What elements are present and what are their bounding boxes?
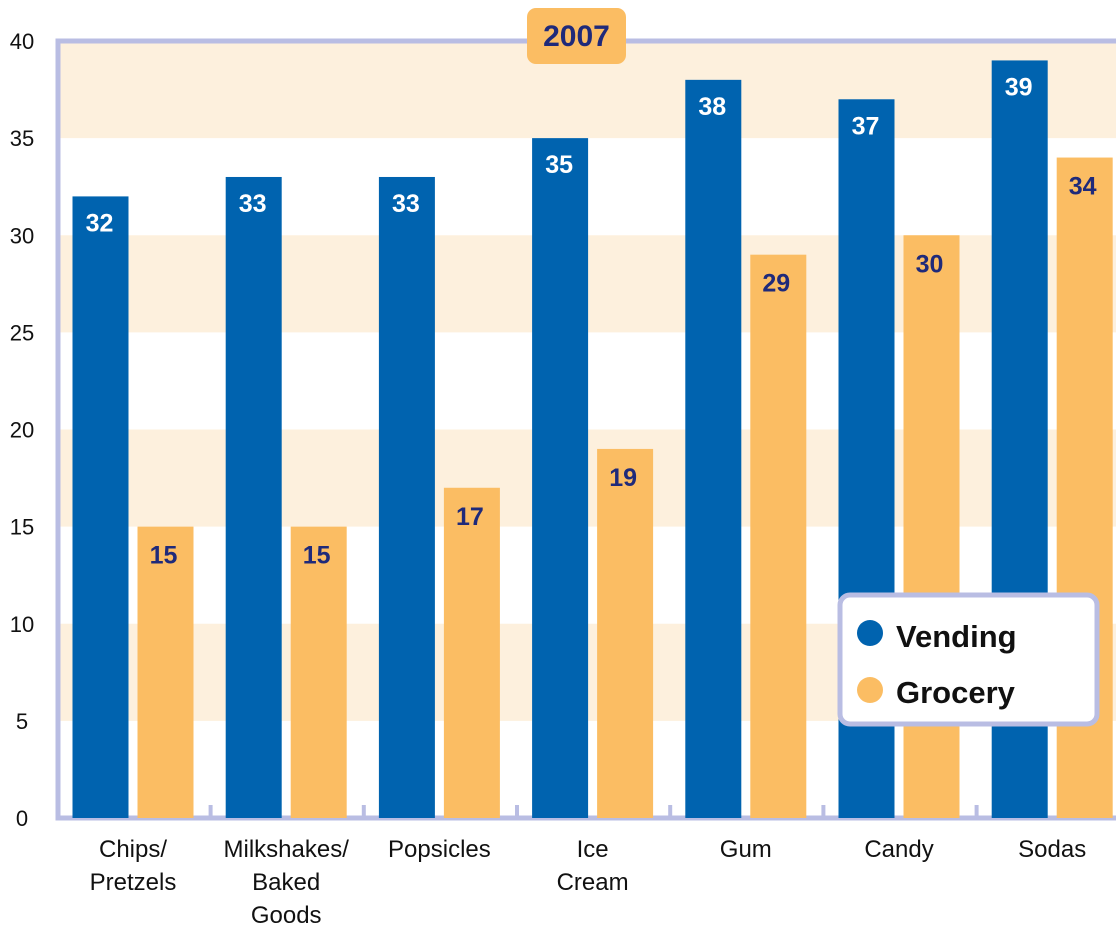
vending-value-label: 33 — [392, 190, 420, 218]
x-tick-label: Candy — [864, 836, 933, 863]
legend-grocery-label: Grocery — [896, 675, 1016, 710]
x-tick-label: Ice Cream — [557, 836, 629, 896]
x-tick-label: Milkshakes/Baked Goods — [224, 836, 350, 929]
y-tick-label: 30 — [10, 223, 34, 248]
vending-bar — [378, 176, 435, 819]
y-tick-label: 10 — [10, 612, 34, 637]
y-tick-label: 5 — [16, 709, 28, 734]
vending-value-label: 38 — [698, 93, 726, 121]
vending-value-label: 39 — [1005, 73, 1033, 101]
grocery-bar — [443, 487, 500, 818]
grocery-bar — [137, 526, 194, 818]
y-tick-label: 0 — [16, 806, 28, 831]
title-badge — [527, 8, 626, 64]
grocery-value-label: 19 — [609, 464, 637, 492]
grocery-value-label: 34 — [1069, 173, 1097, 201]
grocery-value-label: 17 — [456, 503, 484, 531]
vending-value-label: 33 — [239, 190, 267, 218]
x-axis-ticks: Chips/Pretzels Milkshakes/Baked Goods Popsi… — [90, 836, 1087, 929]
y-tick-label: 25 — [10, 320, 34, 345]
grocery-bar — [903, 235, 960, 818]
y-tick-label: 40 — [10, 29, 34, 54]
legend-vending-label: Vending — [896, 619, 1017, 654]
grocery-value-label: 15 — [303, 542, 331, 570]
grocery-value-label: 29 — [762, 270, 790, 298]
grocery-bar — [290, 526, 347, 818]
legend: Vending Grocery — [837, 592, 1100, 727]
vending-value-label: 32 — [86, 209, 114, 237]
legend-vending-marker — [857, 620, 883, 646]
x-tick-label: Gum — [720, 836, 772, 863]
vending-bar — [532, 138, 589, 818]
y-tick-label: 15 — [10, 515, 34, 540]
x-tick-label: Chips/Pretzels — [90, 836, 177, 896]
vending-bar — [225, 176, 282, 819]
legend-box — [837, 592, 1100, 727]
y-axis-ticks: 0 5 10 15 20 25 30 35 40 — [10, 29, 34, 831]
x-tick-label: Popsicles — [388, 836, 491, 863]
chart-title: 2007 — [543, 20, 610, 53]
vending-bar — [72, 196, 129, 818]
vending-value-label: 37 — [852, 112, 880, 140]
legend-grocery-marker — [857, 677, 883, 703]
y-tick-label: 35 — [10, 126, 34, 151]
grocery-value-label: 15 — [150, 542, 178, 570]
grocery-bar — [750, 254, 807, 819]
x-tick-label: Sodas — [1018, 836, 1086, 863]
grocery-bar — [597, 448, 654, 818]
vending-value-label: 35 — [545, 151, 573, 179]
chart-title-badge: 2007 — [527, 8, 626, 64]
vending-bar — [685, 79, 742, 819]
y-tick-label: 20 — [10, 418, 34, 443]
grocery-value-label: 30 — [916, 250, 944, 278]
